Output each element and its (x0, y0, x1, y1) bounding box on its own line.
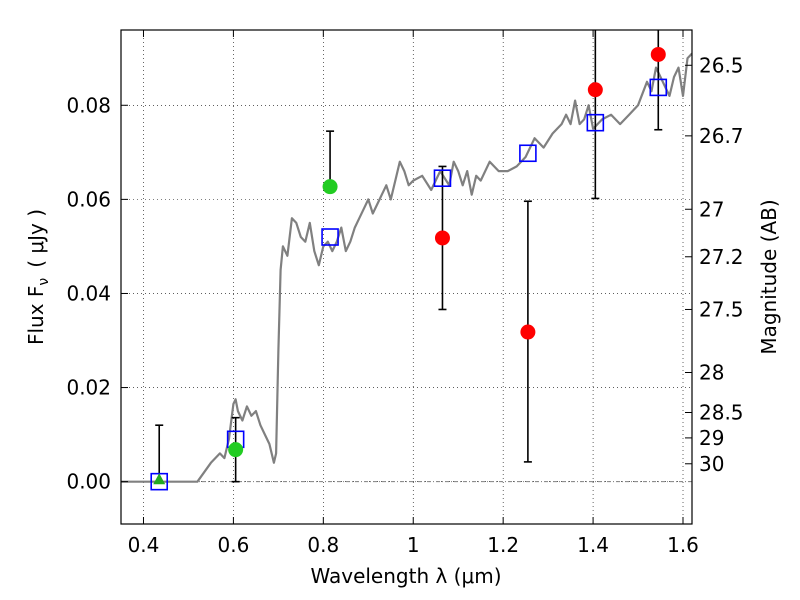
y2-tick-label: 28.5 (699, 400, 744, 424)
y2-tick-label: 29 (699, 426, 724, 450)
y-tick-label: 0.06 (66, 187, 111, 211)
y-tick-label: 0.00 (66, 470, 111, 494)
svg-text:Flux Fν( μJy ): Flux Fν ( μJy ) (24, 209, 52, 345)
y2-tick-label: 26.7 (699, 124, 744, 148)
y2-tick-label: 27.5 (699, 297, 744, 321)
y-tick-label: 0.02 (66, 376, 111, 400)
y-axis-label: Flux Fν ( μJy ) (24, 209, 52, 345)
nir-detection-point (434, 230, 450, 246)
nir-detection-point (520, 324, 536, 340)
y-axis-label-main: Flux F (24, 286, 48, 345)
y-tick-label: 0.04 (66, 281, 111, 305)
data-markers (150, 46, 668, 491)
x-tick-label: 0.4 (128, 533, 160, 557)
y2-tick-label: 30 (699, 452, 724, 476)
nir-detection-point (650, 46, 666, 62)
x-tick-label: 0.6 (217, 533, 249, 557)
x-tick-label: 1 (407, 533, 420, 557)
y2-tick-label: 27 (699, 197, 724, 221)
y2-axis-label: Magnitude (AB) (757, 199, 781, 354)
axis-ticks: 0.4 0.6 0.8 1 1.2 1.4 1.6 0.00 0.02 0.04 0.06 0.08 2… (66, 30, 744, 557)
x-tick-label: 0.8 (307, 533, 339, 557)
x-tick-label: 1.2 (487, 533, 519, 557)
y2-tick-label: 27.2 (699, 245, 744, 269)
upper-limit-triangle (153, 473, 166, 485)
optical-detection-point (322, 179, 338, 195)
plot-frame (120, 29, 693, 525)
y-axis-label-subscript: ν (36, 278, 52, 286)
y-axis-label-unit: ( μJy ) (24, 209, 48, 268)
x-axis-label: Wavelength λ (μm) (310, 564, 501, 588)
model-photometry-square (586, 113, 605, 132)
optical-detection-point (228, 442, 244, 458)
model-spectrum-line (121, 52, 692, 483)
model-photometry-square (649, 78, 668, 97)
model-photometry-square (321, 228, 339, 246)
y-tick-label: 0.08 (66, 93, 111, 117)
model-spectrum (121, 52, 692, 483)
model-photometry-square (433, 169, 452, 187)
y2-tick-label: 26.5 (699, 53, 744, 77)
x-tick-label: 1.4 (577, 533, 609, 557)
x-tick-label: 1.6 (667, 533, 699, 557)
y2-tick-label: 28 (699, 361, 724, 385)
model-photometry-square (519, 144, 537, 163)
nir-detection-point (587, 82, 603, 98)
